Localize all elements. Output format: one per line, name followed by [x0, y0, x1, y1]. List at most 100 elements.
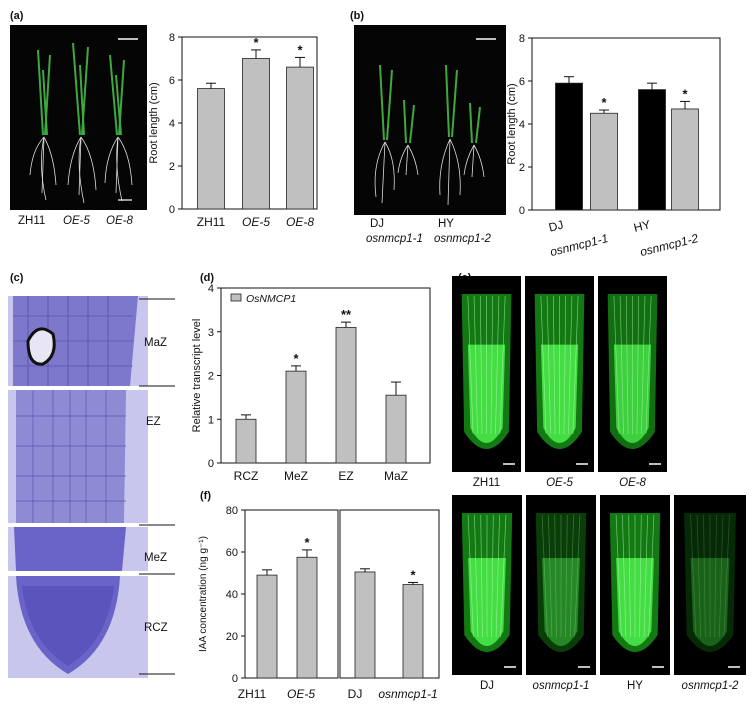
root-tip-fluorescence	[534, 294, 588, 465]
significance-mark: *	[601, 95, 607, 110]
root-longitudinal-section	[8, 296, 148, 678]
y-tick-label: 3	[208, 327, 214, 339]
x-tick-label: MaZ	[384, 469, 408, 483]
root-length-chart-b: 0 2 4 6 8 Root length (cm) DJ * osnmcp1-1 HY * osnm…	[506, 33, 721, 259]
panel-a-label: (a)	[10, 10, 24, 22]
y-tick-label: 4	[519, 119, 525, 131]
y-axis-label: Root length (cm)	[506, 83, 518, 164]
fluorescence-tile-osnmcp1-1	[526, 495, 596, 675]
y-tick-label: 20	[226, 631, 238, 643]
bar-ez	[335, 326, 357, 464]
root-tip-fluorescence	[535, 513, 590, 668]
x-tick-label: OE-8	[286, 215, 314, 229]
panel-d-label: (d)	[200, 272, 215, 284]
seedling-illustration-a	[29, 38, 138, 204]
bar-hy	[638, 89, 666, 211]
x-tick-label: ZH11	[197, 215, 226, 229]
y-tick-label: 40	[226, 589, 238, 601]
x-tick-label: osnmcp1-1	[378, 687, 437, 701]
significance-mark: *	[304, 535, 310, 550]
fluorescence-tile-osnmcp1-2	[674, 495, 746, 675]
photo-caption-hy: HY	[438, 218, 454, 230]
y-tick-label: 0	[208, 458, 214, 470]
zone-boundary-marks	[139, 298, 175, 675]
root-tip-fluorescence	[461, 294, 515, 465]
iaa-concentration-chart-f: 0 20 40 60 80 IAA concentration (ng g⁻¹) * * ZH1…	[198, 505, 440, 701]
photo-caption-osnmcp1-2: osnmcp1-2	[434, 233, 491, 245]
y-tick-label: 6	[169, 75, 175, 87]
bar-oe-8	[286, 66, 314, 210]
fluorescence-caption-hy: HY	[627, 680, 643, 692]
zone-label-maz: MaZ	[144, 337, 167, 349]
panel-a-seedling-photo	[10, 25, 147, 210]
x-tick-label: osnmcp1-2	[639, 231, 700, 259]
y-axis-label: Root length (cm)	[148, 82, 160, 163]
x-tick-label: OE-5	[242, 215, 270, 229]
fluorescence-tile-dj	[452, 495, 522, 675]
y-tick-label: 4	[208, 283, 214, 295]
y-axis-label: Relative transcript level	[191, 319, 203, 433]
photo-caption-oe5: OE-5	[63, 215, 90, 227]
x-tick-label: EZ	[338, 469, 353, 483]
zone-label-ez: EZ	[146, 416, 161, 428]
bar-oe-5	[242, 58, 270, 210]
x-tick-label: RCZ	[234, 469, 259, 483]
photo-caption-osnmcp1-1: osnmcp1-1	[366, 233, 423, 245]
x-tick-label: ZH11	[238, 687, 267, 701]
seedling-illustration-b	[374, 38, 496, 206]
bar-zh11	[197, 88, 225, 210]
y-tick-label: 0	[519, 205, 525, 217]
panel-f-label: (f)	[200, 490, 211, 502]
legend-label: OsNMCP1	[246, 293, 296, 305]
fluorescence-tile-oe-8	[598, 276, 667, 472]
y-tick-label: 0	[169, 204, 175, 216]
bar-mez	[285, 370, 307, 464]
photo-caption-dj: DJ	[370, 218, 385, 230]
y-axis-label: IAA concentration (ng g⁻¹)	[198, 536, 209, 652]
x-tick-label: MeZ	[284, 469, 308, 483]
transcript-level-chart-d: 0 1 2 3 4 Relative transcript level RCZ * MeZ ** E…	[191, 283, 431, 483]
significance-mark: *	[682, 86, 688, 101]
bar-dj	[555, 82, 583, 211]
root-length-chart-a: 0 2 4 6 8 Root length (cm) ZH11 * OE-5 * OE-8	[148, 32, 318, 229]
plot-frame-right	[339, 509, 440, 679]
fluorescence-caption-osnmcp1-1: osnmcp1-1	[532, 680, 590, 692]
photo-caption-zh11: ZH11	[18, 215, 46, 227]
panel-b-label: (b)	[350, 10, 365, 22]
significance-mark: **	[341, 307, 352, 322]
x-tick-label: osnmcp1-1	[549, 231, 610, 259]
root-tip-fluorescence	[609, 513, 664, 668]
y-tick-label: 60	[226, 547, 238, 559]
y-tick-label: 8	[169, 32, 175, 44]
fluorescence-caption-dj: DJ	[479, 680, 495, 692]
significance-mark: *	[297, 42, 303, 57]
fluorescence-caption-zh11: ZH11	[472, 477, 501, 489]
bar-osnmcp1-1	[402, 584, 424, 679]
y-tick-label: 0	[232, 673, 238, 685]
significance-mark: *	[410, 567, 416, 582]
y-tick-label: 2	[519, 162, 525, 174]
bar-maz	[385, 394, 407, 464]
y-tick-label: 80	[226, 505, 238, 517]
significance-mark: *	[293, 351, 299, 366]
fluorescence-tile-oe-5	[525, 276, 594, 472]
panel-b-seedling-photo	[354, 25, 506, 215]
root-section-micrograph	[8, 296, 148, 678]
bar-osnmcp1-1	[590, 112, 618, 211]
y-tick-label: 6	[519, 76, 525, 88]
fluorescence-image-grid: ZH11 OE-5 OE-8 DJ osnmcp1-1 HY osnmcp1-2	[450, 276, 750, 706]
significance-mark: *	[253, 35, 259, 50]
y-tick-label: 2	[169, 161, 175, 173]
zone-label-mez: MeZ	[144, 552, 167, 564]
bar-oe-5	[296, 556, 318, 679]
x-tick-label: DJ	[547, 218, 565, 235]
root-tip-fluorescence	[684, 513, 740, 668]
x-tick-label: DJ	[348, 687, 363, 701]
y-tick-label: 4	[169, 118, 175, 130]
bar-osnmcp1-2	[671, 108, 699, 211]
fluorescence-caption-osnmcp1-2: osnmcp1-2	[681, 680, 739, 692]
panel-c-label: (c)	[10, 272, 24, 284]
root-tip-fluorescence	[461, 513, 516, 668]
fluorescence-caption-oe-5: OE-5	[546, 477, 573, 489]
y-tick-label: 2	[208, 371, 214, 383]
